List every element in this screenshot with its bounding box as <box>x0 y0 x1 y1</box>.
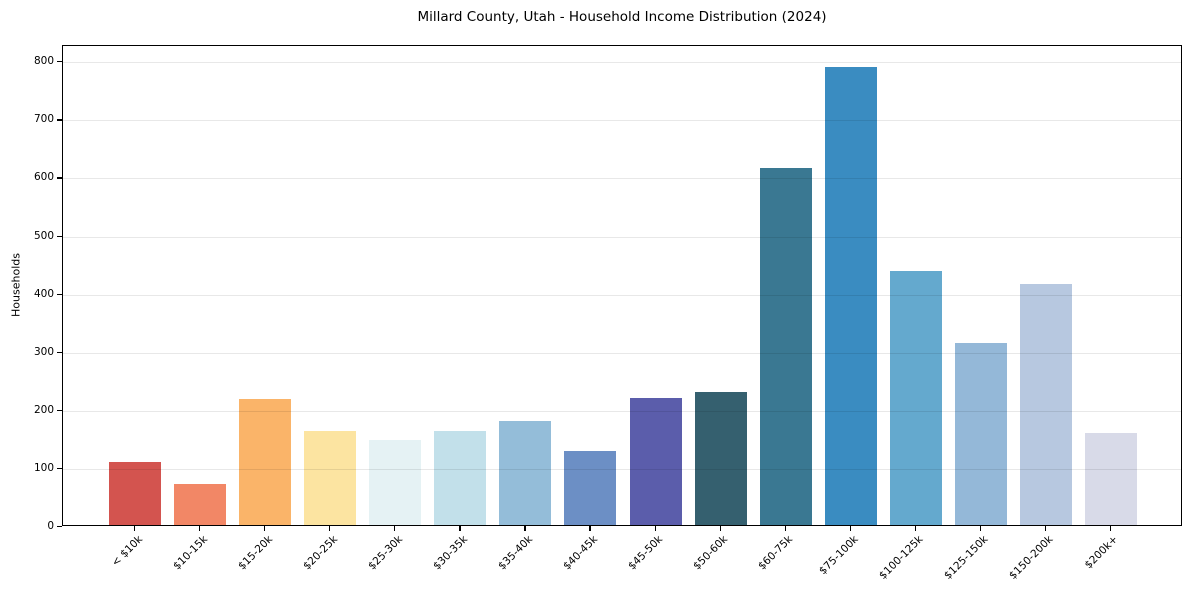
x-tick-mark <box>1044 526 1047 531</box>
x-tick-label: $50-60k <box>691 533 731 573</box>
bar-40-45k <box>564 450 617 525</box>
x-tick-label: $125-150k <box>942 533 991 582</box>
y-tick-label: 0 <box>47 520 54 532</box>
x-tick-mark <box>784 526 786 531</box>
y-tick-mark <box>57 235 62 237</box>
y-tick-mark <box>57 61 62 63</box>
bar-150-200k <box>1019 283 1072 525</box>
bar-35-40k <box>499 421 552 525</box>
gridline <box>63 410 1181 412</box>
x-tick-label: $100-125k <box>877 533 926 582</box>
bar-15-20k <box>239 398 292 525</box>
x-tick-mark <box>524 526 526 531</box>
gridline <box>63 62 1181 64</box>
y-tick-mark <box>57 177 62 179</box>
x-tick-label: $75-100k <box>816 533 861 578</box>
x-tick-label: $150-200k <box>1007 533 1056 582</box>
x-tick-label: < $10k <box>109 533 145 569</box>
x-tick-mark <box>199 526 201 531</box>
y-tick-label: 100 <box>33 461 54 474</box>
x-tick-label: $60-75k <box>756 533 796 573</box>
x-tick-label: $35-40k <box>496 533 536 573</box>
y-tick-label: 300 <box>33 345 54 358</box>
x-tick-label: $20-25k <box>300 533 340 573</box>
y-tick-label: 200 <box>33 403 54 416</box>
y-tick-mark <box>57 351 62 353</box>
y-tick-mark <box>57 119 62 121</box>
bar-10-15k <box>174 484 227 525</box>
x-tick-label: $15-20k <box>235 533 275 573</box>
x-tick-label: $10-15k <box>170 533 210 573</box>
x-tick-mark <box>719 526 721 531</box>
x-tick-mark <box>914 526 916 531</box>
x-tick-mark <box>1110 526 1112 531</box>
bar-75-100k <box>824 66 877 525</box>
y-tick-label: 800 <box>33 55 54 68</box>
x-tick-label: $40-45k <box>561 533 601 573</box>
bar-100-125k <box>889 270 942 525</box>
y-tick-label: 400 <box>33 287 54 300</box>
bar-200k <box>1085 432 1137 525</box>
gridline <box>63 178 1181 180</box>
gridline <box>63 236 1181 238</box>
chart-title: Millard County, Utah - Household Income … <box>417 9 827 25</box>
bar-10k <box>109 462 161 525</box>
y-tick-mark <box>57 293 62 295</box>
x-tick-mark <box>849 526 851 531</box>
bar-125-150k <box>954 343 1007 525</box>
x-tick-mark <box>589 526 591 531</box>
gridline <box>63 294 1181 296</box>
x-tick-label: $30-35k <box>431 533 471 573</box>
x-tick-mark <box>654 526 656 531</box>
bar-50-60k <box>694 391 747 525</box>
y-tick-mark <box>57 467 62 470</box>
bar-60-75k <box>759 167 812 525</box>
x-tick-label: $200k+ <box>1082 533 1121 572</box>
x-tick-mark <box>329 526 331 531</box>
bar-20-25k <box>304 431 357 525</box>
gridline <box>63 352 1181 354</box>
y-tick-label: 500 <box>33 229 54 242</box>
gridline <box>63 468 1181 470</box>
x-tick-label: $45-50k <box>626 533 666 573</box>
x-tick-mark <box>394 526 396 531</box>
x-tick-mark <box>979 526 982 531</box>
bar-25-30k <box>369 440 422 525</box>
x-tick-mark <box>264 526 266 531</box>
x-tick-mark <box>134 526 136 531</box>
y-tick-mark <box>57 526 62 528</box>
x-tick-label: $25-30k <box>365 533 406 573</box>
bar-45-50k <box>629 398 682 525</box>
y-axis-label: Households <box>9 253 23 317</box>
y-tick-mark <box>57 409 62 411</box>
y-tick-label: 600 <box>33 171 54 184</box>
x-tick-mark <box>459 526 461 531</box>
gridline <box>63 120 1181 122</box>
bar-30-35k <box>434 430 487 525</box>
y-tick-label: 700 <box>33 113 54 126</box>
plot-area <box>62 45 1182 526</box>
